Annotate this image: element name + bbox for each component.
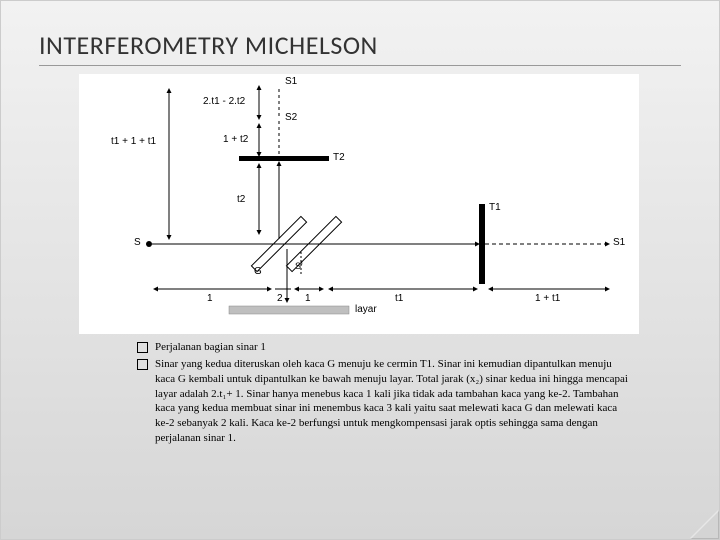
label-Sprime: S' — [295, 261, 303, 271]
label-S: S — [134, 237, 141, 248]
label-S2: S2 — [285, 112, 297, 123]
bullet-item: Sinar yang kedua diteruskan oleh kaca G … — [137, 357, 631, 446]
label-2-bottom: 2 — [277, 293, 283, 304]
label-T1: T1 — [489, 202, 501, 213]
label-1+t2: 1 + t2 — [223, 134, 248, 145]
label-S1-right: S1 — [613, 237, 625, 248]
label-T2: T2 — [333, 152, 345, 163]
bullet-list: Perjalanan bagian sinar 1 Sinar yang ked… — [137, 340, 631, 446]
label-2t1-2t2: 2.t1 - 2.t2 — [203, 96, 245, 107]
michelson-diagram: S S1 S2 S1 T1 T2 G S' layar 2.t1 - 2.t2 … — [79, 74, 639, 334]
label-t1+1+t1: t1 + 1 + t1 — [111, 136, 156, 147]
label-t2: t2 — [237, 194, 245, 205]
label-layar: layar — [355, 304, 377, 315]
page-curl-highlight — [690, 510, 718, 538]
bullet-item: Perjalanan bagian sinar 1 — [137, 340, 631, 355]
label-G: G — [254, 266, 262, 277]
title-underline — [39, 65, 681, 66]
label-S1: S1 — [285, 76, 297, 87]
label-t1-bottom: t1 — [395, 293, 403, 304]
label-1b-bottom: 1 — [305, 293, 311, 304]
slide-title: INTERFEROMETRY MICHELSON — [39, 29, 681, 61]
label-1+t1-bottom: 1 + t1 — [535, 293, 560, 304]
label-1-bottom: 1 — [207, 293, 213, 304]
